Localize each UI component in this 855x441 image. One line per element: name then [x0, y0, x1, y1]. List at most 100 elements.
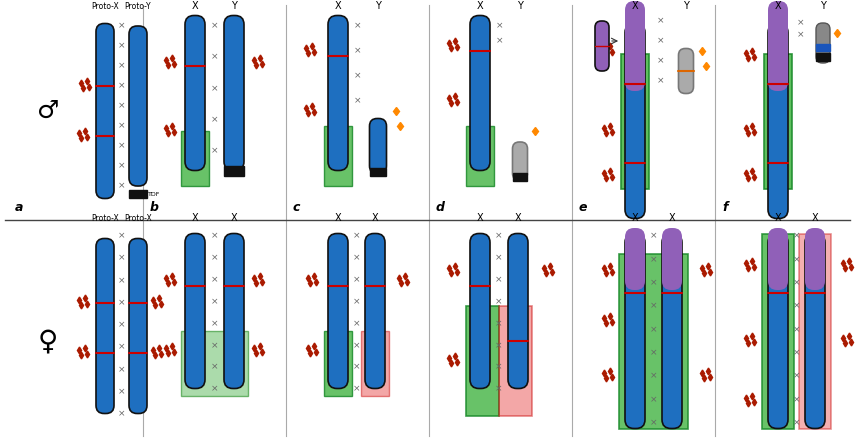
Text: Y: Y — [231, 1, 237, 11]
Text: X: X — [775, 213, 781, 223]
Text: ×: × — [118, 410, 125, 419]
Bar — [619, 254, 688, 429]
Text: ×: × — [210, 53, 218, 62]
FancyBboxPatch shape — [625, 1, 645, 91]
Text: Proto-Y: Proto-Y — [125, 2, 151, 11]
Text: ×: × — [495, 297, 503, 306]
Text: ×: × — [353, 319, 360, 328]
Text: TDF: TDF — [148, 191, 161, 197]
Text: ×: × — [650, 302, 657, 310]
Text: ×: × — [353, 254, 360, 262]
Text: a: a — [15, 201, 23, 214]
Text: ×: × — [118, 82, 125, 90]
Text: ×: × — [118, 276, 125, 285]
Text: X: X — [334, 213, 341, 223]
FancyBboxPatch shape — [369, 119, 386, 173]
Text: ×: × — [657, 76, 664, 86]
Bar — [816, 53, 830, 61]
FancyBboxPatch shape — [768, 23, 788, 218]
FancyBboxPatch shape — [185, 15, 205, 171]
Bar — [224, 166, 244, 176]
Text: e: e — [579, 201, 587, 214]
Text: ×: × — [118, 142, 125, 150]
FancyBboxPatch shape — [768, 228, 788, 290]
Bar — [324, 331, 352, 396]
Text: ×: × — [118, 161, 125, 171]
Bar — [181, 131, 209, 186]
Text: ×: × — [354, 71, 362, 81]
FancyBboxPatch shape — [512, 142, 528, 180]
FancyBboxPatch shape — [662, 233, 682, 429]
Text: ×: × — [118, 61, 125, 71]
Text: ×: × — [118, 321, 125, 329]
Text: ×: × — [118, 298, 125, 307]
Text: d: d — [436, 201, 445, 214]
Text: X: X — [811, 213, 818, 223]
Text: ×: × — [210, 146, 218, 156]
Text: ×: × — [353, 363, 360, 372]
Text: ×: × — [793, 302, 800, 310]
Bar — [816, 44, 830, 51]
Text: ×: × — [118, 232, 125, 240]
Text: X: X — [192, 213, 198, 223]
Bar — [466, 306, 499, 416]
FancyBboxPatch shape — [508, 233, 528, 389]
Text: ×: × — [793, 419, 800, 427]
Text: ×: × — [354, 22, 362, 30]
Text: ×: × — [353, 275, 360, 284]
Text: Proto-X: Proto-X — [91, 2, 119, 11]
Text: ×: × — [650, 255, 657, 264]
FancyBboxPatch shape — [129, 239, 147, 414]
Text: ×: × — [354, 46, 362, 56]
Text: f: f — [722, 201, 728, 214]
FancyBboxPatch shape — [365, 233, 385, 389]
Text: ×: × — [210, 115, 218, 124]
FancyBboxPatch shape — [625, 23, 645, 218]
Bar — [762, 234, 794, 429]
Text: ×: × — [210, 254, 218, 262]
FancyBboxPatch shape — [470, 233, 490, 389]
FancyBboxPatch shape — [679, 49, 693, 93]
Text: X: X — [775, 1, 781, 11]
Text: ×: × — [793, 372, 800, 381]
Text: X: X — [669, 213, 675, 223]
FancyBboxPatch shape — [625, 228, 645, 290]
Text: ×: × — [353, 385, 360, 393]
Text: c: c — [293, 201, 300, 214]
Text: ×: × — [793, 255, 800, 264]
Text: ×: × — [354, 97, 362, 105]
Text: ×: × — [650, 348, 657, 357]
Text: ×: × — [118, 343, 125, 352]
Text: Y: Y — [683, 1, 689, 11]
FancyBboxPatch shape — [185, 233, 205, 389]
Text: ×: × — [657, 16, 664, 26]
Bar — [621, 54, 649, 189]
FancyBboxPatch shape — [129, 26, 147, 186]
Text: ×: × — [657, 37, 664, 45]
FancyBboxPatch shape — [805, 228, 825, 290]
Text: Y: Y — [517, 1, 523, 11]
Text: ×: × — [793, 325, 800, 334]
FancyBboxPatch shape — [768, 233, 788, 429]
FancyBboxPatch shape — [328, 15, 348, 171]
Text: ×: × — [650, 232, 657, 240]
Text: ×: × — [118, 387, 125, 396]
Text: ×: × — [118, 41, 125, 51]
Text: X: X — [477, 213, 483, 223]
Text: ×: × — [793, 348, 800, 357]
Bar — [799, 234, 831, 429]
Text: ×: × — [353, 341, 360, 350]
Bar — [764, 54, 792, 189]
Text: ×: × — [495, 385, 503, 393]
Text: ×: × — [118, 122, 125, 131]
Text: ×: × — [650, 325, 657, 334]
Bar — [466, 126, 494, 186]
FancyBboxPatch shape — [595, 21, 609, 71]
Text: ♀: ♀ — [38, 327, 58, 355]
Text: ×: × — [118, 254, 125, 263]
Text: ×: × — [495, 363, 503, 372]
Bar — [361, 331, 389, 396]
Text: ×: × — [118, 101, 125, 111]
FancyBboxPatch shape — [96, 239, 114, 414]
Bar — [129, 190, 147, 198]
